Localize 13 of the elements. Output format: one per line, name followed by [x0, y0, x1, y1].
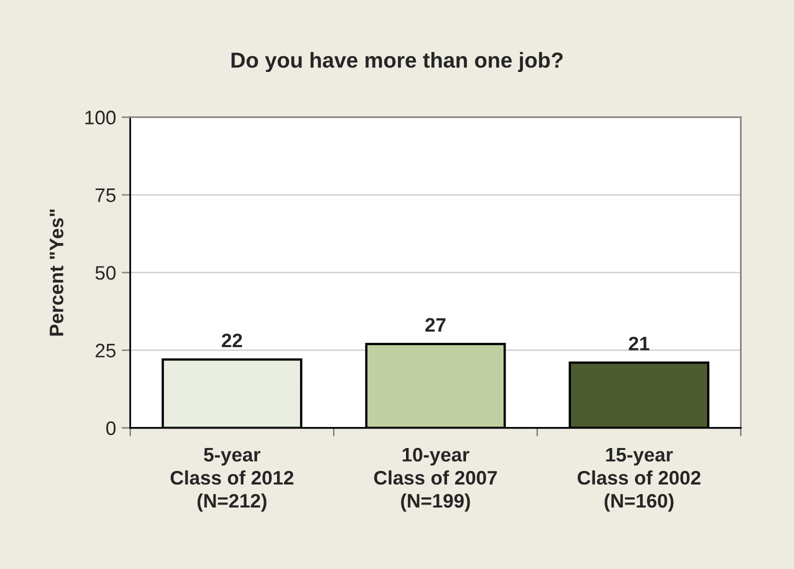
- x-tick-label: 10-year Class of 2007 (N=199): [374, 448, 497, 512]
- chart-title: Do you have more than one job?: [232, 52, 563, 72]
- data-label: 21: [628, 336, 650, 350]
- x-tick-label: 15-year Class of 2002 (N=160): [578, 448, 700, 512]
- data-label: 27: [425, 318, 446, 332]
- y-tick-label: 0: [106, 421, 116, 436]
- y-tick-label: 100: [85, 110, 116, 124]
- x-tick-label: 5-year Class of 2012 (N=212): [170, 448, 294, 512]
- data-label: 22: [222, 334, 242, 348]
- y-axis-title: Percent "Yes": [50, 209, 64, 336]
- y-tick-label: 50: [95, 266, 116, 280]
- y-tick-label: 75: [96, 188, 116, 202]
- y-tick-label: 25: [96, 344, 116, 358]
